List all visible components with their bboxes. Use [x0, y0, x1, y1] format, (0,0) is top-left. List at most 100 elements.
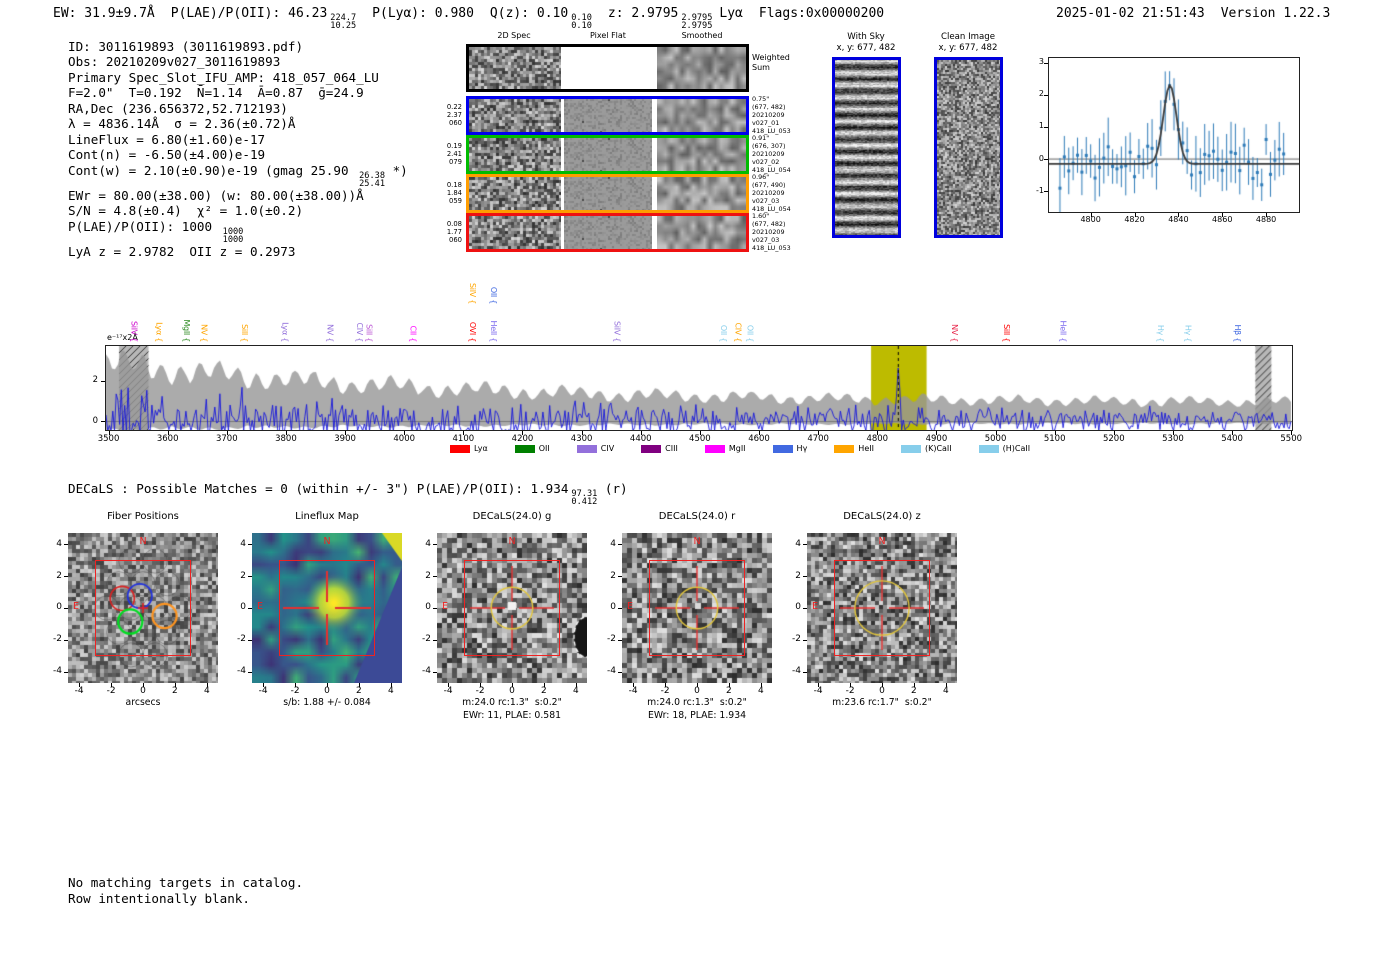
- report-datetime-line: 2025-01-02 21:51:43 Version 1.22.3: [1056, 6, 1330, 21]
- compass-east-r: E: [627, 601, 634, 612]
- compass-north-z: N: [878, 536, 886, 547]
- spec2d-row-weights-1: 0.19 2.41 079: [436, 142, 462, 167]
- spectrum-xtick-label: 4700: [807, 434, 829, 444]
- spectrum-xtick-mark: [522, 431, 524, 435]
- cutout-xtick-mark: [143, 683, 144, 687]
- spectrum-xtick-label: 3700: [215, 434, 238, 444]
- cutout-xtick-label-z: 2: [911, 686, 917, 696]
- with-sky-image: [835, 60, 898, 235]
- cutout-xtick-mark: [390, 683, 392, 687]
- cutout-ytick-label-fiber: -2: [53, 634, 62, 645]
- legend-label: OII: [538, 444, 550, 453]
- legend-label: Hγ: [796, 444, 808, 453]
- div: (676, 307): [752, 142, 786, 150]
- cutout-xtick-label-fiber: 0: [140, 686, 146, 696]
- spec2d-row-pixelflat-image-2: [564, 177, 652, 210]
- div: 418_LU_054: [752, 166, 791, 174]
- decals-range: 97.31 0.412: [571, 490, 597, 507]
- cutout-ytick-label-z: -2: [792, 634, 801, 645]
- cutout-xtick-mark: [760, 683, 762, 687]
- qz-text: Q(z): 0.10: [489, 6, 569, 21]
- cutout-ytick-label-lineflux: 4: [240, 538, 246, 549]
- div: (677, 482): [752, 220, 786, 228]
- legend-item-(K)CaII: (K)CaII: [900, 444, 952, 453]
- inset-ytick-label: 3: [1038, 57, 1044, 67]
- spectrum-xtick-label: 4500: [689, 434, 711, 444]
- spectrum-xtick-mark: [699, 431, 701, 435]
- spectrum-ytick-mark: [101, 421, 105, 422]
- cutout-xtick-mark: [575, 683, 577, 687]
- cutout-title-lineflux: Lineflux Map: [295, 511, 359, 522]
- cutout-ytick-mark: [803, 607, 807, 609]
- spectrum-xtick-label: 4200: [511, 434, 534, 444]
- div: 1.84: [446, 189, 462, 198]
- spectrum-xtick-mark: [345, 431, 347, 435]
- legend-swatch: [834, 444, 855, 453]
- spec2d-weighted-frame: [466, 44, 749, 92]
- clean-image-image: [937, 60, 1000, 235]
- cutout-xtick-mark: [633, 683, 635, 687]
- cutout-xtick-label-g: 2: [541, 686, 547, 696]
- div: 20210209: [752, 150, 785, 158]
- spec2d-row-frame-2: [466, 174, 749, 213]
- spec2d-col-title-2: Smoothed: [681, 31, 723, 40]
- span: 2.9795: [681, 21, 713, 31]
- spectrum-xtick-label: 5300: [1162, 434, 1184, 444]
- legend-swatch: [900, 444, 921, 453]
- report-header-line: EW: 31.9±9.7Å P(LAE)/P(OII): 46.23 224.7 10…: [53, 6, 884, 30]
- cutout-xtick-mark: [111, 683, 113, 687]
- div: 0.22: [446, 103, 462, 111]
- cutout-ytick-mark: [64, 576, 68, 578]
- spec2d-row-frame-3: [466, 213, 749, 252]
- inset-ytick-label: 1: [1038, 121, 1044, 131]
- legend-swatch: [641, 444, 662, 453]
- cutout-xtick-label-r: 2: [726, 686, 732, 696]
- div: (677, 490): [752, 181, 786, 189]
- legend-label: MgII: [728, 444, 746, 453]
- div: v027_03: [752, 236, 780, 244]
- compass-east-lineflux: E: [257, 601, 264, 612]
- spec2d-row-frame-1: [466, 135, 749, 174]
- compass-north-fiber: N: [139, 536, 147, 547]
- spectrum-xtick-mark: [226, 431, 228, 435]
- decals-band-suffix: (r): [597, 481, 628, 496]
- cutout-title-z: DECaLS(24.0) z: [843, 511, 921, 522]
- div: 418_LU_053: [752, 244, 791, 252]
- cutout-ytick-label-r: 2: [610, 570, 616, 581]
- spectrum-xtick-mark: [1172, 431, 1174, 435]
- spec2d-weighted-smoothed-image: [657, 47, 746, 89]
- spec2d-row-pixelflat-image-0: [564, 99, 652, 132]
- cutout-xtick-label-lineflux: -2: [290, 686, 300, 696]
- div: v027_03: [752, 197, 780, 205]
- spec2d-row-weights-0: 0.22 2.37 060: [436, 103, 462, 128]
- cutout-ytick-label-r: -2: [607, 634, 616, 645]
- cutout-image-fiber: [68, 533, 218, 683]
- spectral-line-label-NV: NV {: [325, 324, 335, 342]
- spectrum-xtick-mark: [818, 431, 820, 435]
- cutout-xtick-mark: [174, 683, 176, 687]
- spectrum-xtick-label: 4800: [866, 434, 889, 444]
- cutout-xtick-label-lineflux: 4: [387, 686, 394, 696]
- cutout-ytick-label-fiber: 0: [56, 602, 62, 613]
- summary-line-12: P(LAE)/P(OII): 1000 1000 1000: [68, 218, 244, 245]
- spectral-line-label-OII: OII {: [489, 286, 499, 304]
- legend-swatch: [576, 444, 597, 453]
- clean-image-coords: x, y: 677, 482: [938, 43, 998, 53]
- cutout-ytick-mark: [64, 671, 68, 673]
- cutout-ytick-label-g: 4: [425, 538, 431, 549]
- spec2d-col-title-1: Pixel Flat: [590, 31, 626, 40]
- spectrum-xtick-label: 4400: [629, 434, 652, 444]
- cutout-ytick-label-fiber: -4: [53, 666, 62, 677]
- div: 059: [449, 197, 462, 206]
- inset-ytick-mark: [1044, 191, 1048, 193]
- cutout-title-g: DECaLS(24.0) g: [472, 511, 552, 522]
- spec2d-row-pixelflat-image-3: [564, 216, 652, 249]
- div: 060: [449, 236, 462, 245]
- cutout-xlabel-r: m:24.0 rc:1.3" s:0.2": [647, 697, 747, 708]
- cutout-xtick-label-fiber: -4: [74, 686, 84, 696]
- spectral-line-label-SiII: SiII {: [364, 324, 374, 342]
- cutout-xtick-label-z: 0: [879, 686, 885, 696]
- cutout-ytick-label-z: -4: [792, 666, 801, 677]
- inset-xtick-mark: [1090, 213, 1092, 217]
